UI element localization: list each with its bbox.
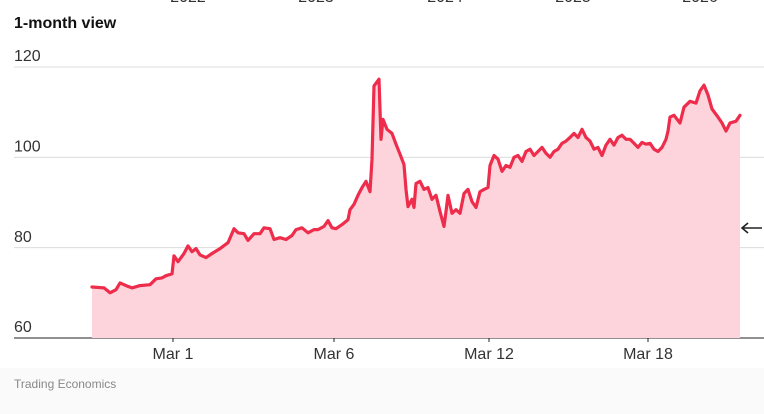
x-tick-label: Mar 12 <box>464 346 514 363</box>
arrow-icon <box>740 222 762 234</box>
area-fill <box>92 79 740 338</box>
range-tab[interactable]: 2024 <box>427 0 463 6</box>
chart-title: 1-month view <box>14 15 117 32</box>
range-tabs: 2022 2023 2024 2025 2026 <box>170 0 718 6</box>
footer-source: Trading Economics <box>14 377 116 391</box>
line <box>90 77 742 295</box>
y-tick-label: 80 <box>14 229 32 246</box>
range-tab[interactable]: 2022 <box>170 0 206 6</box>
y-tick-label: 100 <box>14 139 41 156</box>
x-tick-label: Mar 1 <box>153 346 194 363</box>
range-tab[interactable]: 2026 <box>682 0 718 6</box>
x-tick-label: Mar 18 <box>623 346 673 363</box>
x-tick-label: Mar 6 <box>314 346 355 363</box>
y-tick-label: 60 <box>14 319 32 336</box>
footer-band <box>0 368 764 414</box>
y-tick-label: 120 <box>14 48 41 65</box>
range-tab[interactable]: 2023 <box>298 0 334 6</box>
range-tab[interactable]: 2025 <box>555 0 591 6</box>
